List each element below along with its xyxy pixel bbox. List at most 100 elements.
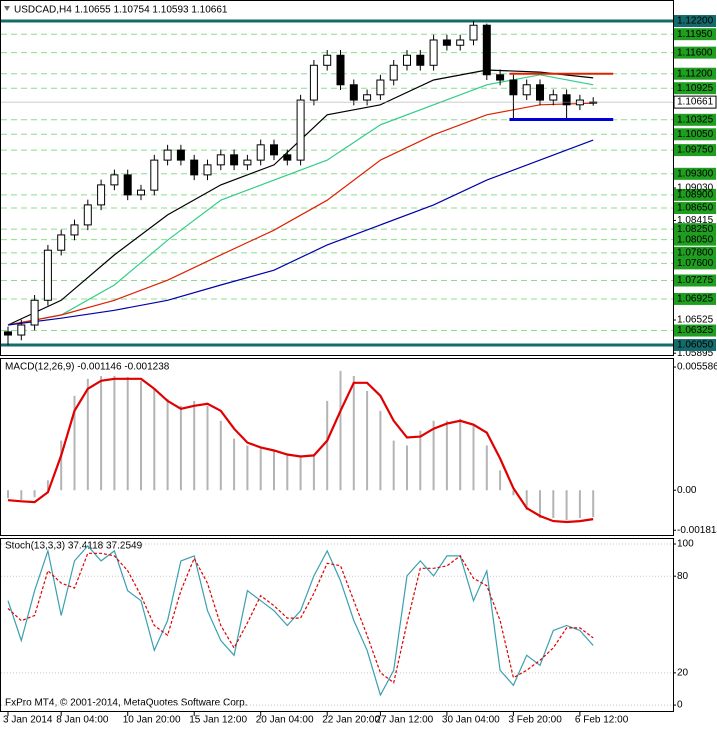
level-label: 1.11200: [677, 68, 713, 79]
level-label-box: [674, 167, 716, 180]
candle-body: [309, 64, 318, 101]
candle-body: [97, 184, 106, 206]
x-tick-label: 8 Jan 04:00: [56, 715, 109, 726]
band-label-box: [674, 339, 716, 352]
macd-bar: [233, 438, 236, 491]
macd-bar: [352, 375, 355, 491]
candle-body: [110, 174, 119, 186]
macd-bar: [166, 398, 169, 491]
candle-body: [376, 79, 385, 96]
level-label: 1.10325: [677, 114, 714, 125]
macd-bar: [578, 490, 581, 519]
indicator-line: [7, 377, 594, 524]
indicator-line: [7, 544, 594, 697]
y-tick-label: 20: [677, 667, 689, 678]
candle-body: [442, 39, 451, 46]
candle-body: [270, 144, 278, 156]
macd-bar: [60, 440, 63, 491]
macd-bar: [140, 380, 142, 491]
macd-bar: [552, 490, 555, 519]
indicator-line: [7, 74, 594, 326]
x-tick-label: 3 Jan 2014: [3, 715, 53, 726]
stoch-title: Stoch(13,3,3) 37.4118 37.2549: [5, 541, 143, 552]
level-label-box: [674, 274, 716, 287]
candle-body: [482, 24, 491, 76]
candle-body: [389, 64, 398, 81]
indicator-line: [7, 102, 594, 326]
candle-body: [336, 54, 345, 86]
x-tick-label: 10 Jan 20:00: [123, 715, 181, 726]
candle-body: [163, 149, 172, 161]
stoch-panel-frame: [0, 538, 674, 712]
macd-bar: [366, 390, 369, 491]
candle-body: [190, 159, 199, 176]
macd-bar: [592, 490, 595, 518]
y-tick-label: 1.08415: [677, 215, 714, 226]
candle-body: [429, 39, 438, 66]
level-label: 1.11600: [677, 47, 713, 58]
macd-bar: [33, 490, 36, 498]
candle-body: [57, 234, 66, 251]
macd-bar: [499, 470, 502, 491]
level-label: 1.08250: [677, 224, 714, 235]
level-label: 1.08050: [677, 234, 714, 245]
level-label-box: [674, 188, 716, 201]
macd-bar: [565, 490, 568, 521]
level-label-box: [674, 257, 716, 270]
x-tick-label: 30 Jan 04:00: [442, 715, 500, 726]
footer: FxPro MT4, © 2001-2014, MetaQuotes Softw…: [5, 698, 247, 709]
level-label: 1.06325: [677, 325, 714, 336]
candle-body: [17, 324, 26, 336]
candle-body: [70, 224, 79, 236]
band-label: 1.06050: [677, 340, 714, 351]
last-price-box: [673, 95, 717, 109]
level-label: 1.06925: [677, 294, 714, 305]
candle-body: [323, 54, 332, 66]
level-label-box: [674, 144, 716, 157]
macd-bar: [206, 405, 209, 491]
y-tick-label: 80: [677, 571, 689, 582]
level-label-box: [674, 113, 716, 126]
x-tick-label: 27 Jan 12:00: [375, 715, 433, 726]
macd-bar: [392, 440, 395, 491]
level-label-box: [674, 67, 716, 80]
x-tick-label: 6 Feb 12:00: [575, 715, 629, 726]
x-tick-label: 22 Jan 20:00: [322, 715, 380, 726]
level-label-box: [674, 246, 716, 259]
macd-bar: [326, 400, 329, 491]
macd-title: MACD(12,26,9) -0.001146 -0.001238: [5, 362, 170, 373]
last-price-label: 1.10661: [677, 97, 714, 108]
candle-body: [43, 249, 52, 301]
level-label-box: [674, 223, 716, 236]
candle-body: [4, 331, 12, 336]
y-tick-label: 0: [677, 700, 683, 711]
macd-bar: [179, 405, 182, 491]
y-tick-label: 0.005586: [677, 362, 717, 373]
macd-bar: [339, 370, 342, 491]
indicator-line: [7, 139, 594, 326]
macd-panel-frame: [0, 358, 674, 536]
candle-body: [496, 74, 505, 81]
level-label: 1.10050: [677, 129, 714, 140]
level-label-box: [674, 128, 716, 141]
candle-body: [575, 99, 584, 106]
y-tick-label: 100: [677, 539, 694, 550]
macd-bar: [20, 490, 23, 501]
macd-bar: [525, 490, 528, 511]
level-label-box: [674, 292, 716, 305]
y-tick-label: 0.00: [677, 485, 697, 496]
candle-body: [509, 79, 518, 96]
x-tick-label: 20 Jan 04:00: [256, 715, 314, 726]
level-label-box: [674, 202, 716, 215]
candle-body: [349, 84, 358, 101]
candle-body: [230, 154, 239, 166]
macd-bar: [419, 430, 422, 491]
level-label: 1.07600: [677, 258, 714, 269]
candle-body: [469, 24, 478, 41]
level-label-box: [674, 46, 716, 59]
candle-body: [283, 154, 292, 161]
candle-body: [137, 189, 145, 196]
level-label: 1.09750: [677, 145, 714, 156]
macd-bar: [299, 455, 302, 491]
